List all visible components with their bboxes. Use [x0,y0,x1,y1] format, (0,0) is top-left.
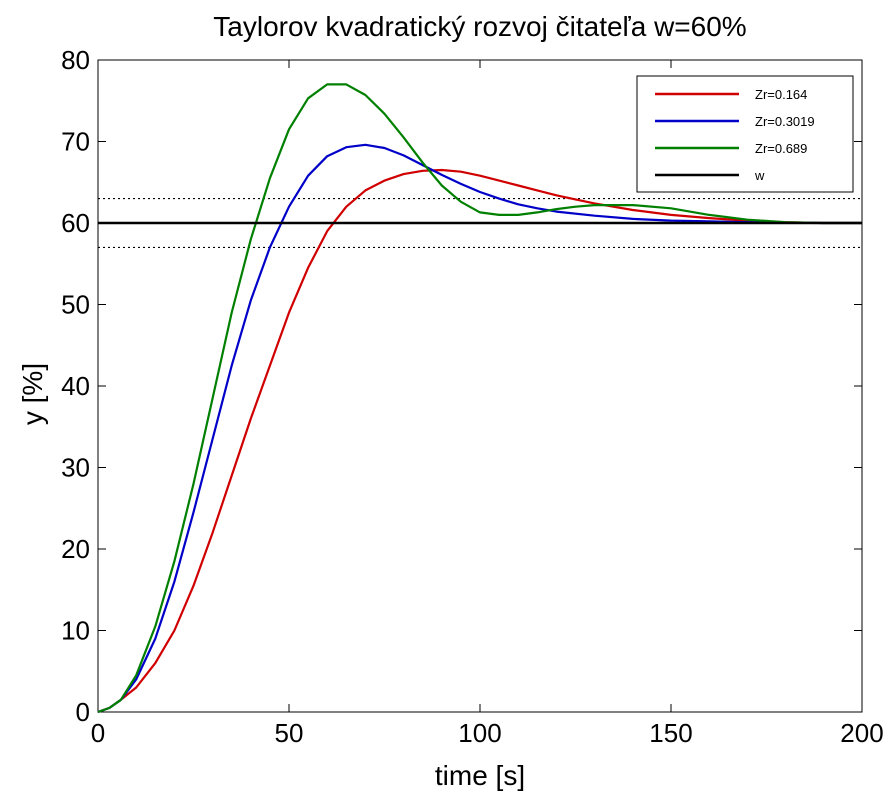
x-tick-label: 100 [458,718,501,748]
legend-label: w [754,168,765,183]
y-tick-label: 70 [61,127,90,157]
series-line-zr-1 [97,143,862,714]
legend-label: Zr=0.689 [755,141,807,156]
y-tick-label: 60 [61,208,90,238]
series-line-zr-2 [97,83,862,714]
y-tick-label: 50 [61,290,90,320]
y-tick-label: 10 [61,616,90,646]
y-tick-label: 40 [61,371,90,401]
y-tick-label: 20 [61,534,90,564]
series-line-zr-0 [97,168,862,714]
legend: Zr=0.164 Zr=0.3019 Zr=0.689 w [636,75,854,193]
x-tick-label: 200 [840,718,883,748]
y-tick-label: 80 [61,45,90,75]
x-tick-label: 50 [275,718,304,748]
y-axis-label: y [%] [17,363,48,425]
series-lines [97,83,862,714]
legend-label: Zr=0.3019 [755,114,815,129]
legend-label: Zr=0.164 [755,87,807,102]
x-axis-label: time [s] [435,760,525,791]
y-tick-label: 0 [76,697,90,727]
x-tick-label: 0 [91,718,105,748]
axis-ticks: 0 50 100 150 200 0 10 20 30 40 50 60 70 80 [61,45,884,748]
x-tick-label: 150 [649,718,692,748]
chart-title: Taylorov kvadratický rozvoj čitateľa w=6… [213,11,746,42]
y-tick-label: 30 [61,453,90,483]
legend-box [636,75,854,193]
